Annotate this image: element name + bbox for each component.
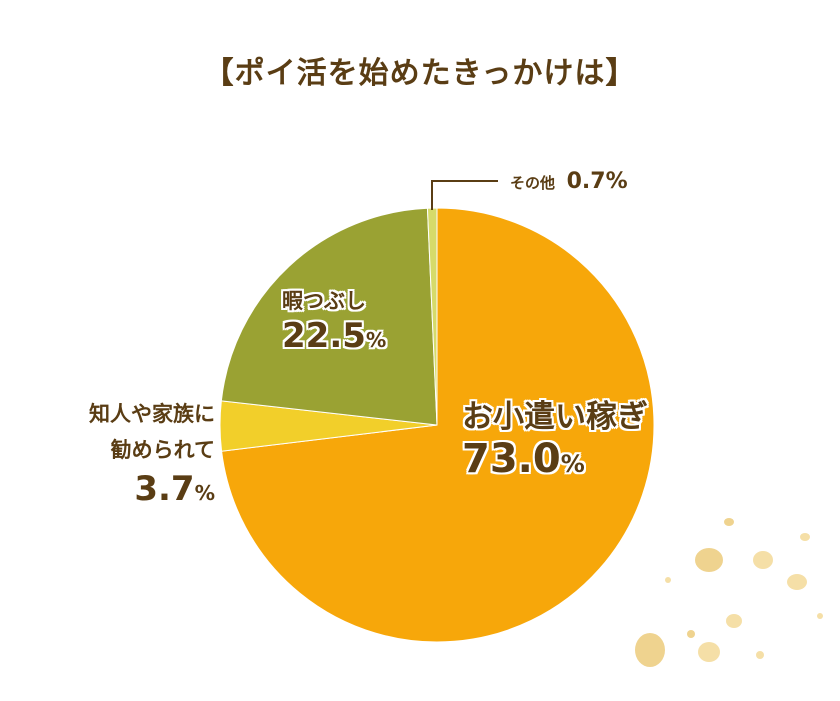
coin-icon [687, 630, 695, 638]
chart-title: 【ポイ活を始めたきっかけは】 [203, 56, 637, 91]
pie-slice-0 [221, 207, 655, 643]
label-sonota: その他 0.7% [510, 169, 628, 194]
label-himatsubushi: 暇つぶし 22.5% [282, 287, 386, 361]
slice-label: 暇つぶし [282, 289, 366, 313]
decorative-coins [635, 518, 823, 667]
pie-slice-2 [220, 207, 438, 426]
slice-value: 22.5 [282, 316, 366, 356]
slice-value: 3.7 [134, 469, 195, 509]
label-okozukai: お小遣い稼ぎ 73.0% [462, 398, 648, 487]
slice-value: 73.0 [462, 436, 561, 482]
coin-icon [800, 533, 810, 541]
coin-icon [695, 548, 723, 572]
coin-icon [753, 551, 773, 569]
coin-icon [787, 574, 807, 590]
slice-label: その他 [510, 174, 556, 192]
percent-unit: % [194, 481, 215, 505]
percent-unit: % [560, 450, 585, 478]
coin-icon [724, 518, 734, 526]
coin-icon [698, 642, 720, 662]
percent-unit: % [365, 328, 387, 352]
slice-label: お小遣い稼ぎ [462, 399, 648, 435]
label-chijin: 知人や家族に 勧められて 3.7% [89, 396, 215, 514]
other-leader-line [431, 180, 498, 210]
slice-label-line-2: 勧められて [110, 438, 215, 462]
coin-icon [665, 577, 671, 583]
coin-icon [817, 613, 823, 619]
coin-icon [726, 614, 742, 628]
coin-icon [756, 651, 764, 659]
slice-label-line-1: 知人や家族に [89, 402, 215, 426]
percent-unit: % [605, 169, 628, 194]
coin-icon [635, 633, 665, 667]
slice-value: 0.7 [566, 169, 606, 194]
